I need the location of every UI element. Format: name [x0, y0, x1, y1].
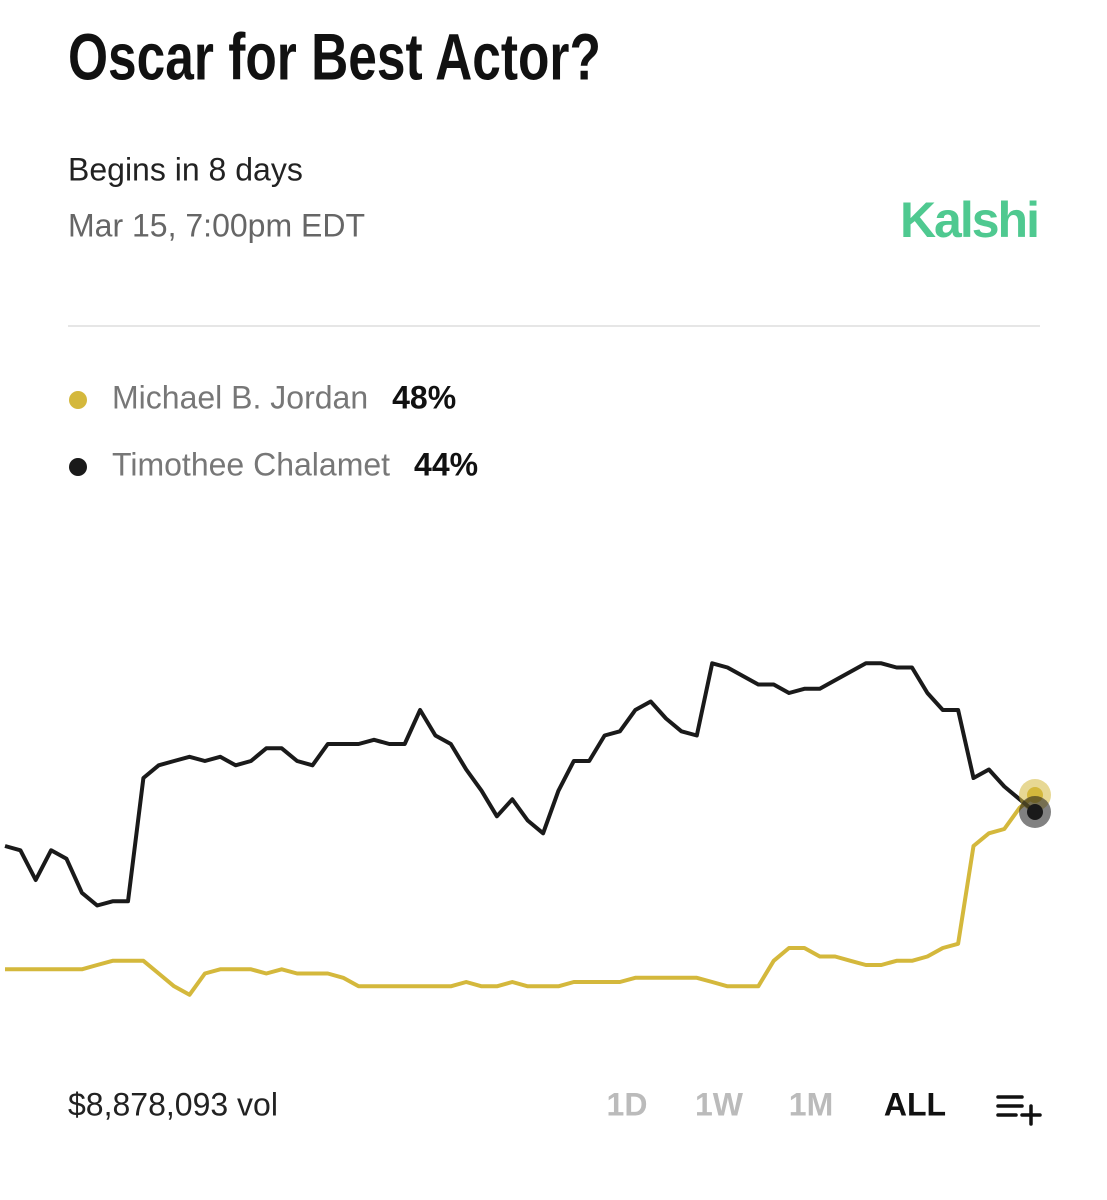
range-button[interactable]: ALL: [884, 1086, 946, 1122]
legend-name: Timothee Chalamet: [112, 446, 390, 482]
range-button[interactable]: 1D: [607, 1086, 648, 1122]
legend-value: 48%: [392, 379, 456, 415]
series-line: [4, 661, 1037, 908]
add-icon[interactable]: [996, 1095, 1042, 1126]
range-button[interactable]: 1W: [695, 1086, 744, 1122]
title: Oscar for Best Actor?: [68, 19, 601, 94]
legend-value: 44%: [414, 446, 478, 482]
date: Mar 15, 7:00pm EDT: [68, 207, 365, 243]
end-dot: [1027, 804, 1043, 820]
series-line: [5, 793, 1037, 997]
brand-logo: Kalshi: [900, 192, 1038, 248]
legend-dot: [69, 391, 87, 409]
legend-dot: [69, 458, 87, 476]
status: Begins in 8 days: [68, 151, 303, 187]
legend-name: Michael B. Jordan: [112, 379, 368, 415]
volume: $8,878,093 vol: [68, 1086, 278, 1122]
range-button[interactable]: 1M: [789, 1086, 833, 1122]
